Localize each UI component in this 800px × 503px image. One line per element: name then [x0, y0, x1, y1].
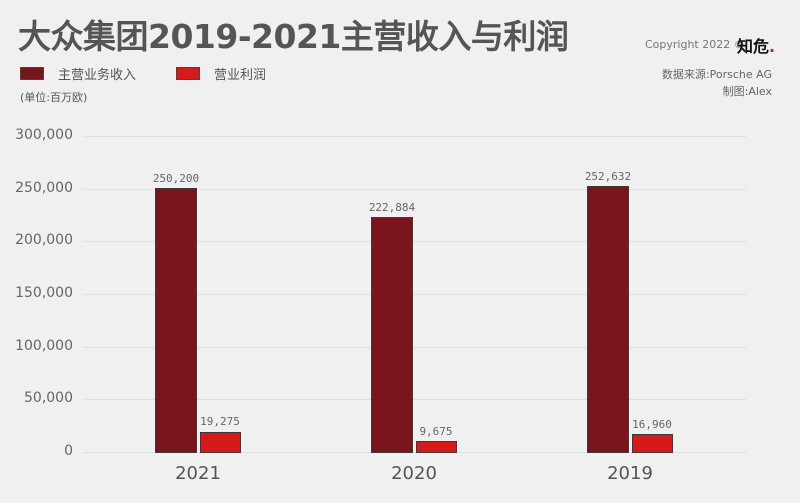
chart-credit: 制图:Alex: [722, 85, 772, 98]
ytick-250000: 250,000: [15, 180, 73, 196]
bar-revenue-2019: [587, 186, 629, 453]
gridline-0: [82, 452, 746, 453]
ytick-200000: 200,000: [15, 232, 73, 248]
gridline-150000: [82, 294, 746, 295]
ytick-300000: 300,000: [15, 127, 73, 143]
bar-profit-2019: [632, 434, 673, 453]
bar-profit-2021: [200, 432, 241, 453]
bar-profit-2020: [416, 441, 457, 453]
gridline-200000: [82, 241, 746, 242]
xtick-2020: 2020: [391, 463, 437, 484]
gridline-50000: [82, 399, 746, 400]
legend-label-revenue: 主营业务收入: [58, 68, 137, 83]
bar-label-profit-2019: 16,960: [632, 418, 672, 431]
legend: 主营业务收入 营业利润: [20, 64, 306, 83]
gridline-300000: [82, 136, 746, 137]
logo-text: 知危: [737, 37, 770, 56]
xtick-2021: 2021: [175, 463, 221, 484]
legend-swatch-profit: [176, 67, 201, 80]
bar-label-profit-2021: 19,275: [200, 415, 240, 428]
brand-logo: 知危.: [737, 33, 775, 57]
legend-swatch-revenue: [20, 67, 44, 80]
gridline-100000: [82, 347, 746, 348]
xtick-2019: 2019: [607, 463, 653, 484]
gridline-250000: [82, 189, 746, 190]
bar-revenue-2020: [371, 217, 413, 453]
bar-revenue-2021: [155, 188, 197, 453]
ytick-150000: 150,000: [15, 285, 73, 301]
ytick-50000: 50,000: [24, 390, 73, 406]
ytick-100000: 100,000: [15, 338, 73, 354]
legend-item-profit: 营业利润: [176, 64, 266, 83]
bar-label-revenue-2021: 250,200: [152, 172, 200, 185]
ytick-0: 0: [64, 443, 73, 459]
copyright-text: Copyright 2022 ©: [645, 38, 745, 51]
data-source: 数据来源:Porsche AG: [661, 68, 772, 81]
legend-item-revenue: 主营业务收入: [20, 64, 136, 83]
chart-title: 大众集团2019-2021主营收入与利润: [18, 17, 569, 56]
bar-label-revenue-2020: 222,884: [368, 201, 416, 214]
unit-label: (单位:百万欧): [20, 91, 88, 104]
bar-label-revenue-2019: 252,632: [584, 170, 632, 183]
legend-label-profit: 营业利润: [214, 68, 267, 83]
logo-dot: .: [769, 37, 776, 56]
bar-label-profit-2020: 9,675: [419, 425, 453, 438]
